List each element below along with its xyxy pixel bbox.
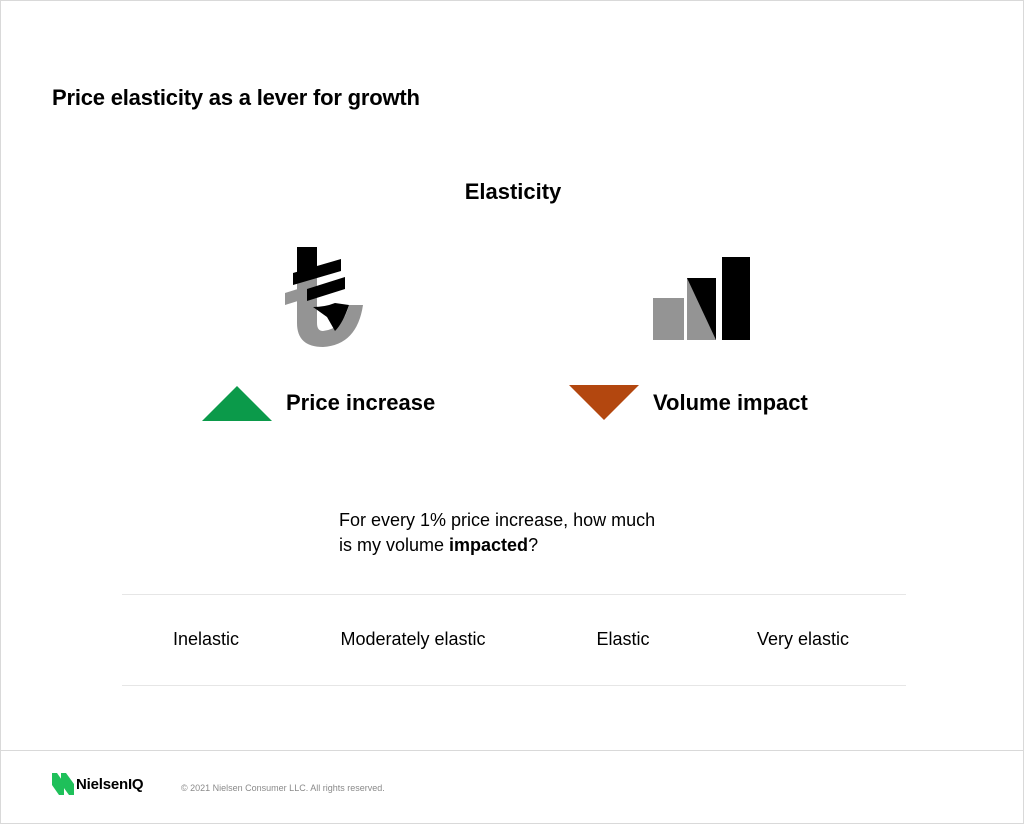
scale-item-very-elastic: Very elastic [756, 629, 850, 649]
question-text: For every 1% price increase, how much is… [339, 508, 655, 558]
scale-item-moderately-elastic: Moderately elastic [340, 629, 486, 649]
scale-item-elastic: Elastic [596, 629, 650, 649]
bar-chart-icon [653, 257, 750, 340]
volume-impact-label: Volume impact [653, 390, 808, 415]
nielseniq-logo-icon [52, 773, 74, 795]
question-emphasis: impacted [449, 535, 529, 555]
copyright-text: © 2021 Nielsen Consumer LLC. All rights … [181, 783, 385, 793]
divider-bottom [122, 685, 906, 686]
divider-top [122, 594, 906, 595]
question-line-1: For every 1% price increase, how much [339, 510, 656, 530]
triangle-up-icon [202, 386, 272, 421]
question-line-2-start: is my volume [339, 535, 450, 555]
page-title: Price elasticity as a lever for growth [52, 85, 420, 110]
triangle-down-icon [569, 385, 639, 420]
brand-logo: NielsenIQ [52, 773, 144, 795]
question-line-2-end: ? [528, 535, 539, 555]
scale-item-inelastic: Inelastic [172, 629, 240, 649]
turkish-lira-icon [285, 247, 363, 347]
footer-divider [1, 750, 1023, 751]
section-subtitle: Elasticity [464, 179, 562, 204]
price-increase-label: Price increase [286, 390, 436, 415]
brand-name: NielsenIQ [76, 775, 144, 793]
question-line-2: is my volume impacted? [339, 533, 655, 558]
